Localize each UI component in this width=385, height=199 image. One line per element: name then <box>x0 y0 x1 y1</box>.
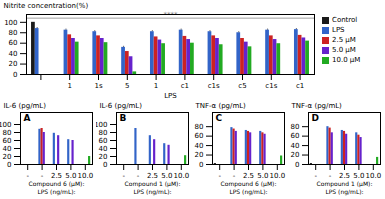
svg-text:40: 40 <box>3 145 12 153</box>
svg-text:60: 60 <box>3 137 12 145</box>
svg-text:Compound 1 (μM):: Compound 1 (μM): <box>317 180 373 188</box>
svg-text:60: 60 <box>99 137 108 145</box>
svg-text:c1s: c1s <box>265 82 277 90</box>
svg-text:1: 1 <box>67 82 71 90</box>
svg-text:100: 100 <box>96 121 108 129</box>
svg-text:0: 0 <box>199 161 203 169</box>
svg-text:****: **** <box>164 11 179 19</box>
html-text:2.5 5.0 10.0: 2.5 5.0 10.0 <box>338 172 382 181</box>
svg-text:LPS: LPS <box>164 92 177 100</box>
html-text:2.5 μM: 2.5 μM <box>332 36 356 44</box>
svg-text:LPS (ng/mL):: LPS (ng/mL): <box>325 188 363 196</box>
svg-text:40: 40 <box>9 50 18 58</box>
svg-text:60: 60 <box>9 39 18 47</box>
html-text:LPS: LPS <box>332 26 345 34</box>
svg-text:0: 0 <box>103 161 107 169</box>
svg-text:20: 20 <box>195 151 204 159</box>
svg-text:Compound 1 (μM):: Compound 1 (μM): <box>125 180 181 188</box>
html-text:Control: Control <box>332 16 358 24</box>
svg-text:LPS (ng/mL):: LPS (ng/mL): <box>37 188 75 196</box>
svg-text:D: D <box>312 113 319 123</box>
svg-text:80: 80 <box>195 123 204 131</box>
svg-text:LPS (ng/mL):: LPS (ng/mL): <box>133 188 171 196</box>
svg-text:0: 0 <box>295 161 299 169</box>
svg-text:80: 80 <box>9 29 18 37</box>
svg-text:c1s: c1s <box>208 82 220 90</box>
svg-text:IL-6 (pg/mL): IL-6 (pg/mL) <box>100 102 143 110</box>
svg-text:TNF-α (pg/mL): TNF-α (pg/mL) <box>291 102 343 110</box>
svg-text:60: 60 <box>291 132 300 140</box>
svg-text:60: 60 <box>195 132 204 140</box>
svg-text:5: 5 <box>125 82 129 90</box>
svg-text:c1: c1 <box>181 82 189 90</box>
svg-text:40: 40 <box>195 142 204 150</box>
svg-text:c5: c5 <box>238 82 246 90</box>
svg-text:Nitrite concentration(%): Nitrite concentration(%) <box>4 2 89 10</box>
svg-text:80: 80 <box>291 123 300 131</box>
svg-text:C: C <box>216 113 223 123</box>
svg-text:1s: 1s <box>94 82 102 90</box>
svg-text:TNF-α (pg/mL): TNF-α (pg/mL) <box>195 102 247 110</box>
svg-text:20: 20 <box>9 60 18 68</box>
svg-text:80: 80 <box>99 129 108 137</box>
svg-text:Compound 6 (μM):: Compound 6 (μM): <box>221 180 277 188</box>
svg-text:IL-6 (pg/mL): IL-6 (pg/mL) <box>4 102 47 110</box>
svg-text:20: 20 <box>99 153 108 161</box>
html-text:2.5 5.0 10.0: 2.5 5.0 10.0 <box>146 172 190 181</box>
svg-text:100: 100 <box>4 19 17 27</box>
html-text:10.0 μM: 10.0 μM <box>332 56 361 64</box>
html-text:2.5 5.0 10.0: 2.5 5.0 10.0 <box>50 172 94 181</box>
svg-text:LPS (ng/mL):: LPS (ng/mL): <box>229 188 267 196</box>
svg-text:40: 40 <box>99 145 108 153</box>
svg-text:20: 20 <box>291 151 300 159</box>
svg-text:1: 1 <box>154 82 158 90</box>
svg-text:100: 100 <box>0 121 12 129</box>
svg-text:40: 40 <box>291 142 300 150</box>
html-text:5.0 μM: 5.0 μM <box>332 46 356 54</box>
svg-text:c1: c1 <box>296 82 304 90</box>
svg-text:0: 0 <box>13 71 17 79</box>
svg-text:B: B <box>120 113 127 123</box>
svg-text:20: 20 <box>3 153 12 161</box>
svg-text:A: A <box>24 113 31 123</box>
svg-text:Compound 6 (μM):: Compound 6 (μM): <box>29 180 85 188</box>
svg-text:0: 0 <box>7 161 11 169</box>
svg-text:80: 80 <box>3 129 12 137</box>
html-text:2.5 5.0 10.0: 2.5 5.0 10.0 <box>242 172 286 181</box>
